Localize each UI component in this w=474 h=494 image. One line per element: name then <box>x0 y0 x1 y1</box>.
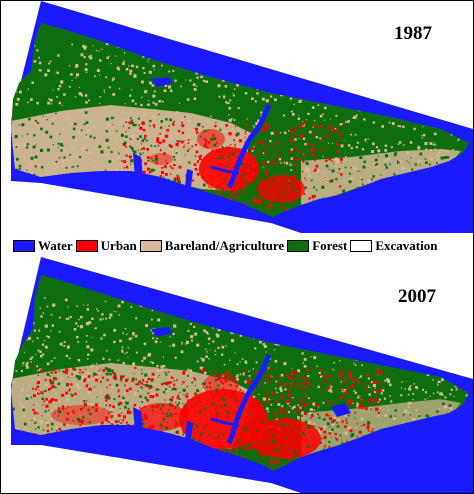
golden-horn <box>210 165 240 175</box>
urban-west <box>135 403 187 431</box>
map-panel-1987 <box>1 1 473 233</box>
lake-kucukcekmece <box>185 421 193 439</box>
legend-item-excavation: Excavation <box>350 238 437 254</box>
land-cover-map-1987 <box>11 1 473 233</box>
lake-kucukcekmece <box>185 169 193 187</box>
legend-swatch-bareland <box>139 240 162 252</box>
urban-asia <box>257 175 305 203</box>
legend-label-water: Water <box>38 238 73 253</box>
year-label-2007: 2007 <box>398 286 436 307</box>
legend-label-excavation: Excavation <box>375 238 438 253</box>
urban-west <box>149 153 173 165</box>
bosphorus <box>226 104 272 189</box>
legend-label-bareland: Bareland/Agriculture <box>164 238 285 253</box>
terkos-lake <box>151 327 173 337</box>
land-cover-map-2007 <box>11 257 473 493</box>
map-panel-2007 <box>1 257 473 493</box>
legend: Water Urban Bareland/Agriculture Forest … <box>13 237 440 255</box>
lake-buyukcekmece <box>133 407 143 433</box>
lake-buyukcekmece <box>133 153 143 179</box>
legend-swatch-forest <box>287 240 310 252</box>
urban-asia <box>249 419 321 459</box>
legend-label-urban: Urban <box>100 238 137 253</box>
legend-label-forest: Forest <box>312 238 348 253</box>
legend-swatch-excavation <box>350 240 373 252</box>
legend-item-water: Water <box>13 238 73 254</box>
bosphorus <box>226 354 272 445</box>
legend-item-bareland: Bareland/Agriculture <box>139 238 285 254</box>
year-label-1987: 1987 <box>394 23 432 44</box>
legend-swatch-water <box>13 240 35 252</box>
legend-item-forest: Forest <box>287 238 347 254</box>
terkos-lake <box>151 77 173 87</box>
legend-item-urban: Urban <box>75 238 137 254</box>
golden-horn <box>210 417 240 427</box>
omerli-reservoir <box>331 403 351 417</box>
legend-swatch-urban <box>75 240 98 252</box>
